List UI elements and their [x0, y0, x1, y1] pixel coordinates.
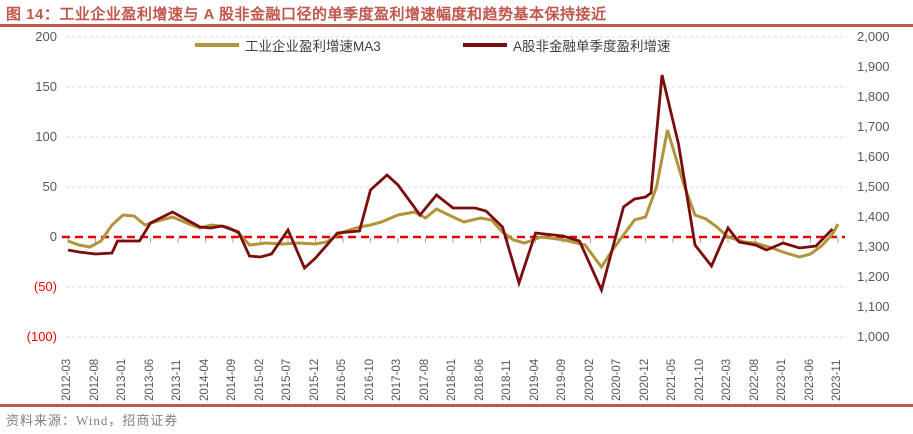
x-axis-tick-label: 2015-07 — [281, 358, 293, 401]
right-axis-tick-label: 1,700 — [857, 119, 890, 134]
x-axis-tick-label: 2023-11 — [831, 359, 843, 401]
x-axis-tick-label: 2018-11 — [501, 359, 513, 401]
x-axis-tick-label: 2015-02 — [253, 358, 266, 401]
right-axis-tick-label: 1,100 — [857, 299, 890, 314]
right-axis-tick-label: 1,800 — [857, 89, 890, 104]
legend-swatch-maroon-line — [463, 43, 507, 47]
right-axis-tick-label: 2,000 — [857, 29, 890, 44]
x-axis-tick-label: 2017-08 — [418, 358, 431, 401]
x-axis-tick-label: 2021-10 — [693, 358, 706, 401]
x-axis-tick-label: 2019-04 — [528, 358, 541, 401]
left-axis-tick-label: 0 — [49, 229, 57, 244]
x-axis-tick-label: 2014-09 — [226, 358, 238, 401]
right-axis-tick-label: 1,300 — [857, 239, 890, 254]
x-axis-tick-label: 2022-03 — [721, 358, 733, 401]
series-line-ashare-nonfinancial-quarterly — [67, 74, 834, 295]
figure-title-text: 工业企业盈利增速与 A 股非金融口径的单季度盈利增速幅度和趋势基本保持接近 — [59, 6, 607, 23]
right-axis-tick-label: 1,400 — [857, 209, 890, 224]
right-axis-tick-label: 1,500 — [857, 179, 890, 194]
x-axis-tick-label: 2023-01 — [776, 358, 788, 401]
right-axis-tick-label: 1,600 — [857, 149, 890, 164]
x-axis-tick-label: 2019-09 — [556, 358, 568, 401]
legend-item-industrial-ma3: 工业企业盈利增速MA3 — [195, 38, 381, 54]
x-axis-tick-label: 2018-06 — [473, 358, 486, 401]
series-line-industrial-profit-ma3 — [67, 129, 840, 270]
left-axis-tick-label: 50 — [42, 179, 57, 194]
title-divider — [0, 24, 913, 27]
x-axis-tick-label: 2012-03 — [61, 358, 73, 401]
x-axis-tick-label: 2012-08 — [88, 358, 101, 401]
x-axis-tick-label: 2020-07 — [611, 358, 623, 401]
x-axis-tick-label: 2022-08 — [748, 358, 761, 401]
left-axis-tick-label: (50) — [33, 279, 57, 294]
legend-label: 工业企业盈利增速MA3 — [245, 39, 381, 54]
x-axis-tick-label: 2018-01 — [446, 358, 458, 401]
right-axis-tick-label: 1,900 — [857, 59, 890, 74]
left-axis-tick-label: (100) — [26, 329, 57, 344]
figure-bottom-divider — [0, 404, 913, 407]
x-axis-tick-label: 2020-02 — [583, 358, 596, 401]
x-axis-tick-label: 2017-03 — [391, 358, 403, 401]
data-source-note: 资料来源：Wind，招商证券 — [6, 413, 179, 428]
legend-label: A股非金融单季度盈利增速 — [513, 39, 671, 54]
x-axis-tick-label: 2020-12 — [638, 358, 651, 401]
x-axis-tick-label: 2023-06 — [803, 358, 816, 401]
x-axis-tick-label: 2013-06 — [143, 358, 156, 401]
x-axis-tick-label: 2013-01 — [116, 358, 128, 401]
legend-swatch-gold-line — [195, 43, 239, 47]
x-axis-tick-label: 2021-05 — [666, 358, 678, 401]
right-axis-tick-label: 1,000 — [857, 329, 890, 344]
page-title: 图 14：工业企业盈利增速与 A 股非金融口径的单季度盈利增速幅度和趋势基本保持… — [6, 3, 906, 24]
left-axis-tick-label: 200 — [35, 29, 57, 44]
figure-number: 图 14： — [6, 6, 60, 23]
left-axis-tick-label: 100 — [35, 129, 57, 144]
left-axis-tick-label: 150 — [35, 79, 57, 94]
x-axis-tick-label: 2016-05 — [336, 358, 348, 401]
x-axis-tick-label: 2014-04 — [198, 358, 211, 401]
legend-item-ashare-nonfinancial: A股非金融单季度盈利增速 — [463, 38, 671, 54]
x-axis-tick-label: 2015-12 — [308, 358, 321, 401]
x-axis-tick-label: 2013-11 — [171, 359, 183, 401]
x-axis-tick-label: 2016-10 — [363, 358, 376, 401]
right-axis-tick-label: 1,200 — [857, 269, 890, 284]
